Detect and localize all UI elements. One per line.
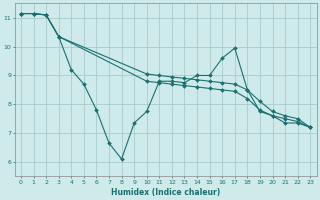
X-axis label: Humidex (Indice chaleur): Humidex (Indice chaleur) <box>111 188 220 197</box>
